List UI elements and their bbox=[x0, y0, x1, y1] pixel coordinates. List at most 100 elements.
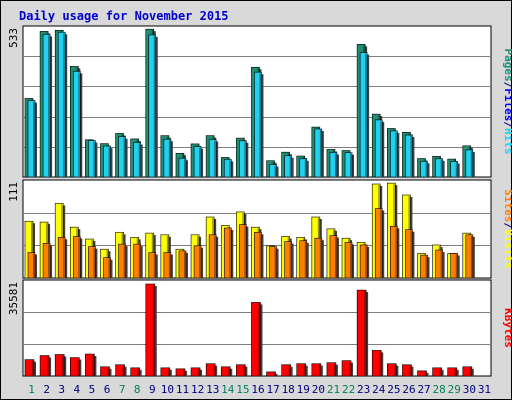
x-label-day-19: 19 bbox=[297, 383, 310, 396]
bar-kbytes-3-edge bbox=[62, 355, 64, 376]
bar-hits-30-body bbox=[465, 149, 474, 178]
bar-sites-6 bbox=[103, 257, 113, 279]
bar-kbytes-25-body bbox=[387, 363, 397, 377]
bar-hits-4 bbox=[72, 71, 83, 178]
bar-kbytes-22 bbox=[341, 360, 354, 377]
bar-kbytes-12-edge bbox=[198, 368, 200, 376]
bar-kbytes-1-body bbox=[24, 359, 35, 377]
bar-hits-21-edge bbox=[334, 153, 337, 177]
bar-hits-2-edge bbox=[48, 35, 50, 178]
bar-kbytes-11-body bbox=[175, 368, 186, 377]
bar-kbytes-16-edge bbox=[258, 303, 260, 376]
bar-hits-3 bbox=[57, 31, 68, 178]
x-label-day-11: 11 bbox=[176, 383, 189, 396]
bar-sites-8-edge bbox=[138, 245, 141, 278]
x-label-day-22: 22 bbox=[342, 383, 355, 396]
bar-hits-23-body bbox=[359, 52, 368, 178]
bar-sites-2-edge bbox=[48, 244, 50, 278]
bar-hits-24 bbox=[374, 119, 385, 178]
bar-sites-20-edge bbox=[319, 239, 322, 278]
bar-kbytes-18-body bbox=[281, 364, 291, 377]
bar-kbytes-1 bbox=[24, 359, 36, 377]
bar-hits-11-body bbox=[178, 157, 187, 178]
bar-kbytes-19-edge bbox=[303, 364, 306, 376]
bar-kbytes-26-body bbox=[402, 364, 412, 377]
bar-hits-24-edge bbox=[380, 120, 382, 177]
bar-kbytes-15-body bbox=[236, 364, 246, 377]
bar-kbytes-14-edge bbox=[228, 367, 230, 376]
bar-sites-22-body bbox=[344, 242, 353, 279]
bar-sites-25 bbox=[390, 226, 400, 279]
bar-sites-15-edge bbox=[244, 225, 246, 278]
bar-kbytes-14-body bbox=[220, 366, 231, 377]
bar-sites-24-edge bbox=[380, 209, 382, 278]
bar-sites-12-edge bbox=[199, 246, 201, 278]
bar-kbytes-12-body bbox=[190, 367, 201, 377]
bar-hits-28-edge bbox=[440, 159, 443, 177]
bar-sites-21 bbox=[329, 235, 339, 279]
bar-sites-29-edge bbox=[455, 254, 458, 278]
bar-sites-23-edge bbox=[365, 245, 367, 278]
bar-hits-26 bbox=[405, 134, 415, 178]
bar-kbytes-17-edge bbox=[273, 372, 276, 376]
bar-kbytes-23 bbox=[356, 289, 369, 377]
bar-sites-16 bbox=[254, 231, 264, 279]
bar-sites-9-body bbox=[148, 252, 157, 279]
bar-hits-29-body bbox=[450, 161, 459, 178]
bar-kbytes-24 bbox=[371, 350, 384, 377]
bar-kbytes-20 bbox=[311, 363, 323, 377]
bar-sites-19-edge bbox=[304, 241, 307, 278]
bar-hits-12-body bbox=[193, 146, 202, 178]
bar-hits-20 bbox=[314, 128, 324, 178]
bar-sites-7 bbox=[118, 243, 128, 279]
bar-hits-30 bbox=[465, 149, 475, 178]
bar-hits-3-body bbox=[57, 31, 66, 178]
bar-hits-22-edge bbox=[350, 153, 352, 177]
bar-hits-7-body bbox=[118, 136, 126, 178]
bar-hits-27 bbox=[420, 160, 430, 178]
bar-hits-28 bbox=[435, 158, 445, 178]
bar-sites-22-edge bbox=[350, 243, 352, 278]
panel-sites-visits: 111 Sites/Visits bbox=[7, 179, 512, 279]
bar-hits-14-body bbox=[223, 159, 232, 178]
bar-kbytes-30-body bbox=[462, 366, 473, 377]
bar-hits-11-edge bbox=[183, 159, 186, 177]
bar-kbytes-22-body bbox=[341, 360, 352, 377]
bar-sites-28 bbox=[435, 249, 445, 279]
x-label-day-7: 7 bbox=[119, 383, 126, 396]
bar-sites-27-edge bbox=[425, 256, 428, 278]
bar-hits-10 bbox=[163, 138, 173, 178]
bar-hits-1 bbox=[27, 100, 37, 178]
bar-hits-16-edge bbox=[259, 73, 261, 177]
bar-hits-27-body bbox=[420, 160, 428, 178]
bar-hits-13 bbox=[208, 139, 219, 178]
bar-kbytes-28-body bbox=[432, 367, 442, 377]
bar-kbytes-30-edge bbox=[469, 367, 472, 376]
y-max-label-pages-files-hits: 533 bbox=[7, 28, 20, 48]
bar-hits-10-edge bbox=[168, 140, 171, 177]
bar-hits-2-body bbox=[42, 34, 51, 178]
bar-sites-7-body bbox=[118, 243, 126, 279]
bar-kbytes-12 bbox=[190, 367, 203, 377]
bar-sites-24-body bbox=[374, 208, 383, 279]
bar-sites-20-body bbox=[314, 237, 323, 279]
bar-sites-1-edge bbox=[33, 253, 35, 278]
bar-hits-6 bbox=[103, 145, 113, 178]
x-label-day-24: 24 bbox=[372, 383, 386, 396]
bar-kbytes-19-body bbox=[296, 363, 307, 377]
legend-entry: KBytes bbox=[502, 308, 512, 348]
bar-kbytes-8 bbox=[130, 367, 142, 377]
bar-kbytes-13-body bbox=[205, 363, 216, 377]
bar-hits-15 bbox=[239, 140, 249, 178]
bar-kbytes-23-body bbox=[356, 289, 367, 377]
bar-hits-7-edge bbox=[123, 137, 126, 177]
legend-entry: Pages bbox=[502, 49, 512, 82]
bar-sites-5-body bbox=[88, 246, 96, 279]
bar-kbytes-20-body bbox=[311, 363, 322, 377]
bar-kbytes-10-edge bbox=[167, 368, 170, 376]
bar-kbytes-5-edge bbox=[92, 355, 94, 376]
bar-kbytes-2-body bbox=[39, 355, 50, 377]
bar-hits-10-body bbox=[163, 138, 172, 178]
bar-kbytes-4 bbox=[69, 357, 82, 377]
